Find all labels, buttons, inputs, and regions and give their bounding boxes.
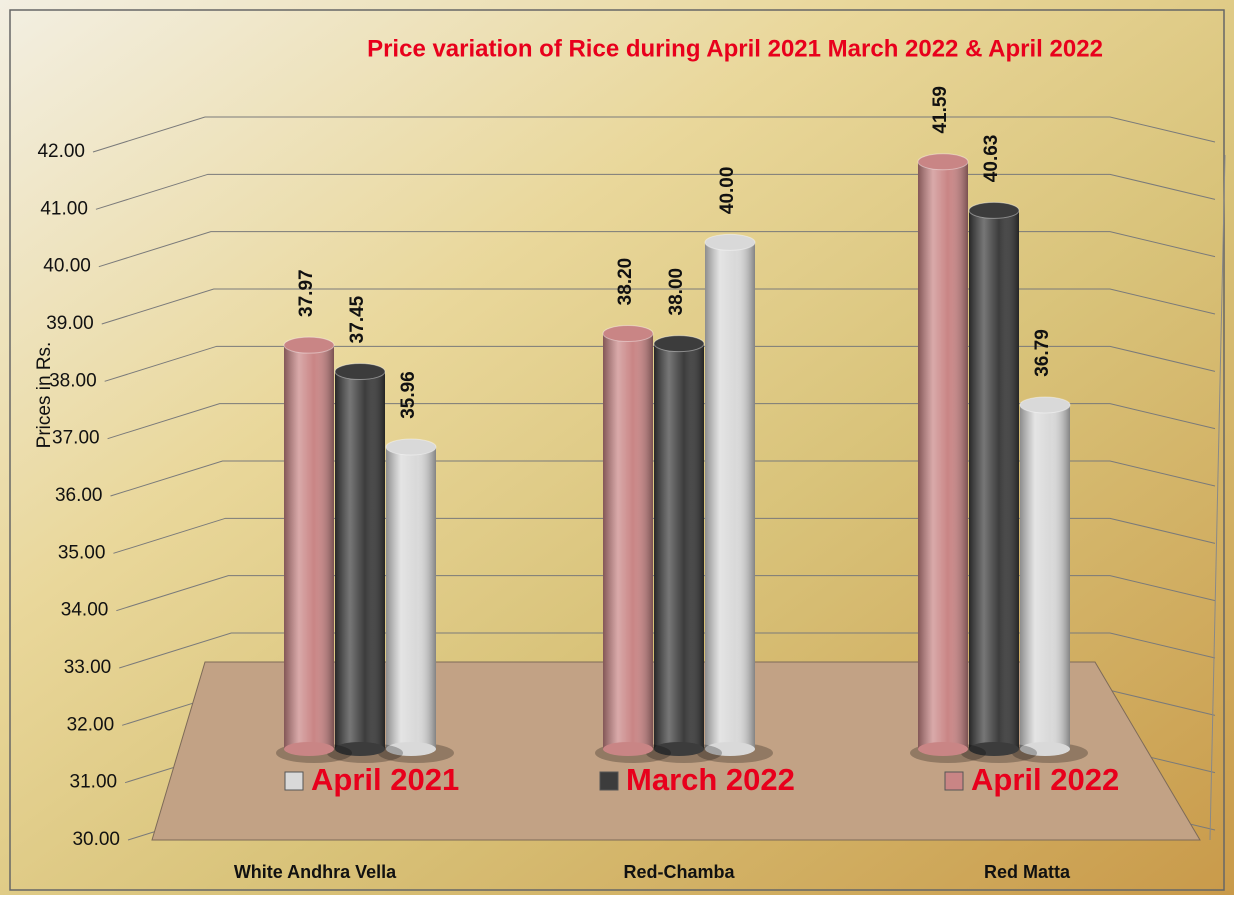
- grid-line: [101, 288, 1216, 325]
- bar-top: [283, 336, 335, 354]
- bar-shading: [284, 345, 334, 749]
- bar-shading: [705, 242, 755, 750]
- legend-label: March 2022: [626, 762, 795, 797]
- value-label: 40.63: [981, 135, 1002, 183]
- x-tick-label: White Andhra Vella: [234, 862, 397, 882]
- y-tick-label: 34.00: [61, 600, 109, 621]
- legend-swatch: [599, 771, 619, 791]
- y-tick-label: 32.00: [67, 714, 115, 735]
- y-axis-label: Prices in Rs.: [34, 342, 55, 449]
- x-tick-label: Red Matta: [984, 862, 1071, 882]
- y-tick-label: 39.00: [46, 313, 94, 334]
- bar-top: [968, 201, 1020, 219]
- grid-line: [98, 231, 1216, 268]
- legend-swatch: [944, 771, 964, 791]
- bar-base: [335, 742, 385, 756]
- y-tick-label: 35.00: [58, 542, 106, 563]
- bar-shading: [603, 333, 653, 749]
- bar-top: [334, 363, 386, 381]
- grid-line: [92, 116, 1216, 153]
- bar-top: [704, 233, 756, 251]
- bar-top: [1019, 396, 1071, 414]
- y-tick-label: 41.00: [40, 198, 88, 219]
- y-tick-label: 33.00: [64, 657, 112, 678]
- bar-base: [918, 742, 968, 756]
- bar-base: [603, 742, 653, 756]
- legend-label: April 2021: [311, 762, 459, 797]
- bar-base: [386, 742, 436, 756]
- bar-base: [1020, 742, 1070, 756]
- y-tick-label: 36.00: [55, 485, 103, 506]
- bar-top: [653, 335, 705, 353]
- value-label: 35.96: [398, 371, 419, 419]
- legend-label: April 2022: [971, 762, 1119, 797]
- y-tick-label: 42.00: [37, 141, 85, 162]
- bar-shading: [1020, 404, 1070, 749]
- value-label: 40.00: [717, 167, 738, 215]
- legend-swatch: [284, 771, 304, 791]
- bar-shading: [386, 447, 436, 749]
- y-tick-label: 40.00: [43, 256, 91, 277]
- grid-line: [95, 173, 1216, 210]
- right-wall-edge: [1209, 154, 1226, 841]
- bar-top: [385, 438, 437, 456]
- bar-base: [654, 742, 704, 756]
- value-label: 38.20: [615, 258, 636, 306]
- bar-shading: [969, 210, 1019, 749]
- y-tick-label: 38.00: [49, 370, 97, 391]
- y-tick-label: 30.00: [72, 829, 120, 850]
- bar-shading: [335, 371, 385, 749]
- chart-title: Price variation of Rice during April 202…: [367, 35, 1103, 62]
- x-tick-label: Red-Chamba: [623, 862, 735, 882]
- bar-base: [284, 742, 334, 756]
- bar-base: [705, 742, 755, 756]
- bar-shading: [654, 343, 704, 749]
- value-label: 37.97: [296, 269, 317, 317]
- bar-top: [917, 153, 969, 171]
- y-tick-label: 37.00: [52, 428, 100, 449]
- bar-top: [602, 325, 654, 343]
- bar-base: [969, 742, 1019, 756]
- value-label: 41.59: [930, 86, 951, 134]
- y-tick-label: 31.00: [70, 772, 118, 793]
- value-label: 37.45: [347, 295, 368, 343]
- value-label: 38.00: [666, 268, 687, 316]
- value-label: 36.79: [1032, 329, 1053, 377]
- bar-shading: [918, 161, 968, 750]
- frame: [9, 9, 1225, 891]
